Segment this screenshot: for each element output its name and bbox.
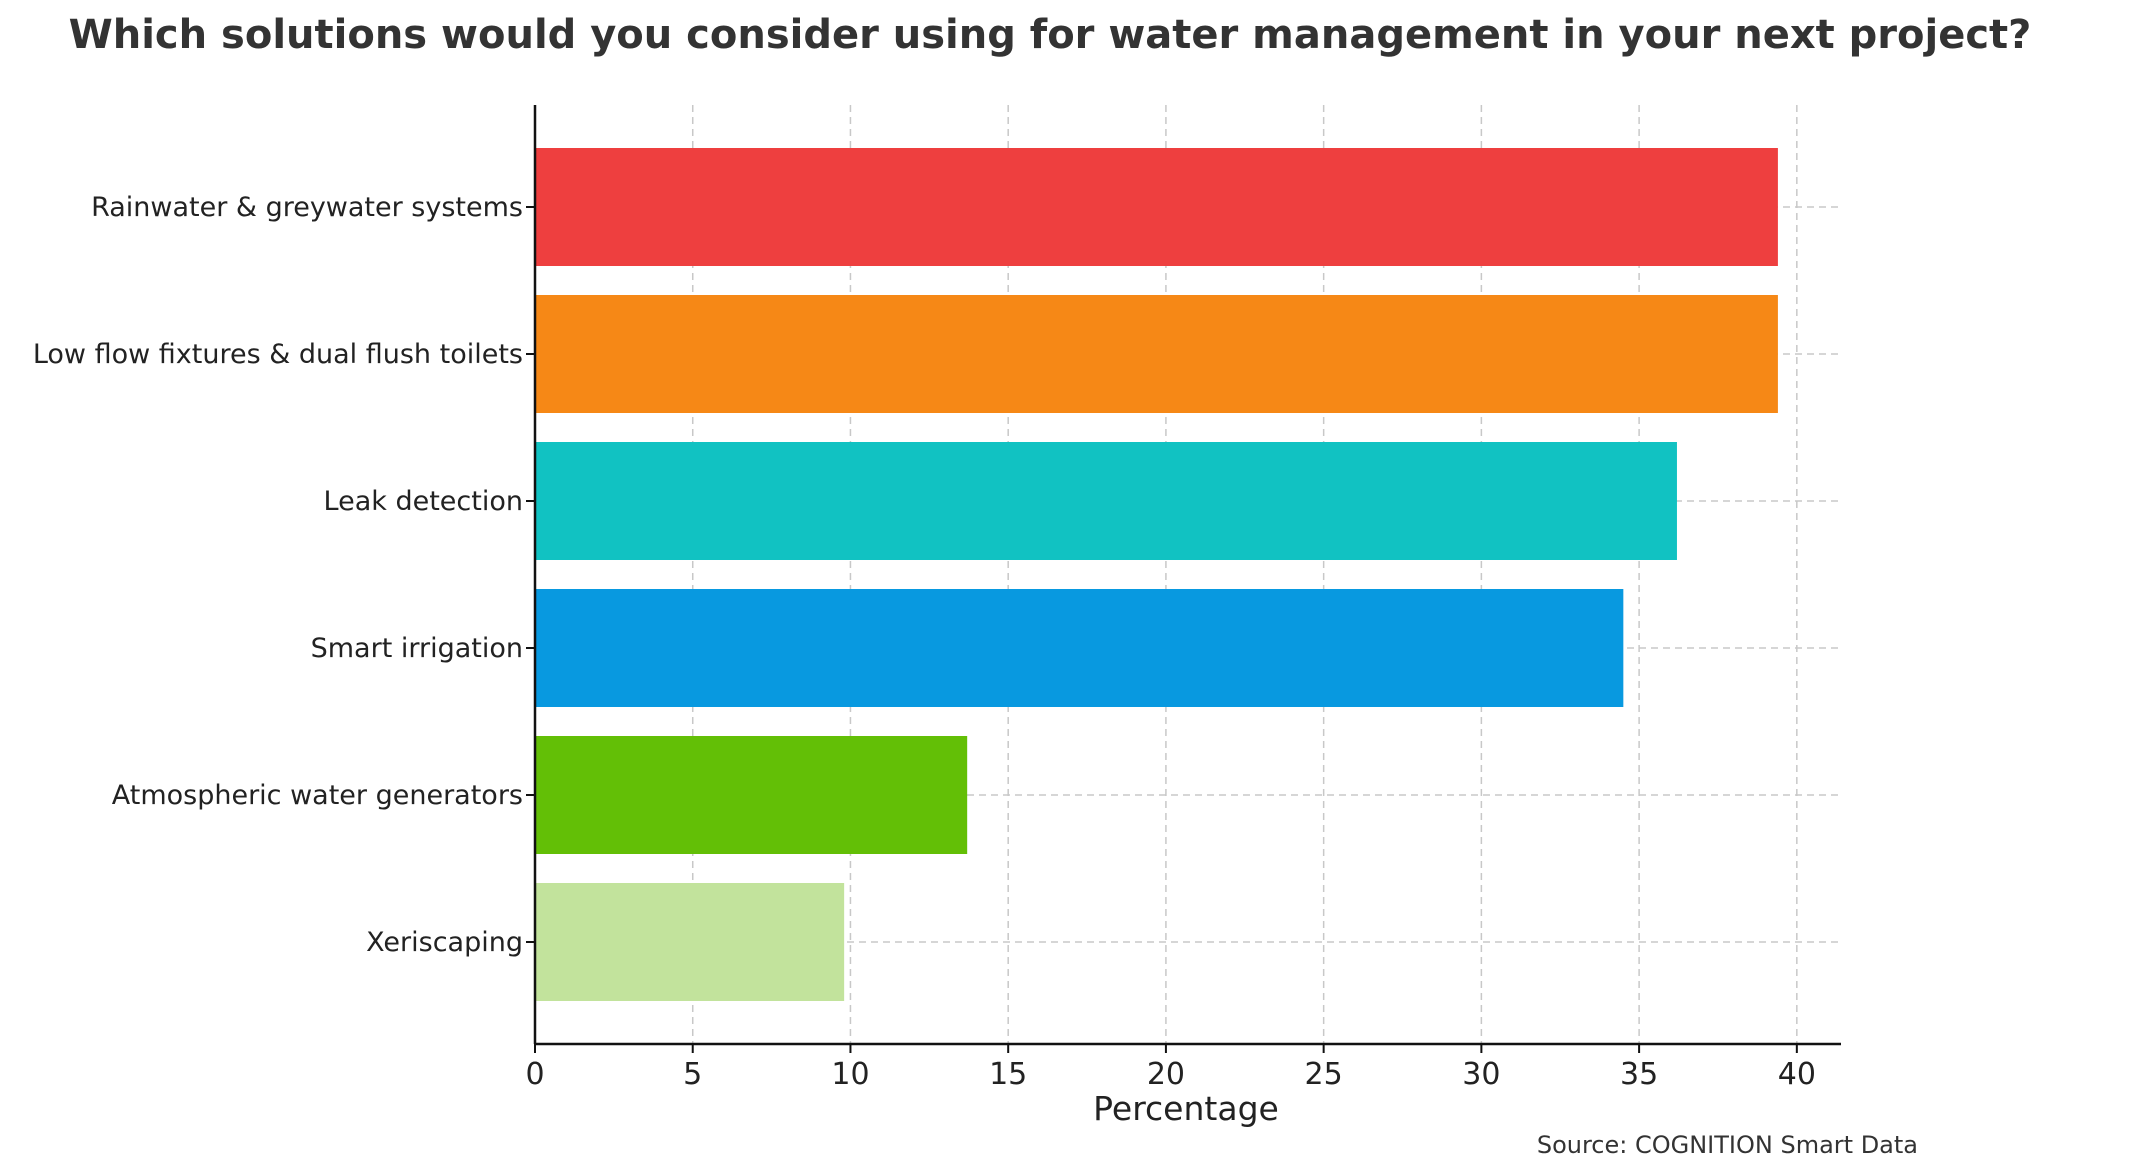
bar	[535, 148, 1778, 266]
x-tick-label: 25	[1305, 1057, 1343, 1092]
x-tick-layer: 0 5 10 15 20 25 30 35 40	[525, 1044, 1816, 1092]
x-tick-label: 0	[525, 1057, 544, 1092]
category-label: Atmospheric water generators	[112, 780, 523, 811]
y-label-layer: Rainwater & greywater systems Low flow fi…	[33, 192, 535, 958]
bar	[535, 883, 845, 1001]
bar	[535, 442, 1677, 560]
category-label: Rainwater & greywater systems	[91, 192, 523, 223]
bar-layer	[535, 148, 1778, 1001]
x-tick-label: 5	[683, 1057, 702, 1092]
x-tick-label: 35	[1620, 1057, 1658, 1092]
x-axis-title: Percentage	[1093, 1089, 1279, 1128]
category-label: Leak detection	[324, 486, 523, 517]
x-tick-label: 20	[1147, 1057, 1185, 1092]
bar	[535, 589, 1624, 707]
category-label: Smart irrigation	[311, 633, 523, 664]
source-note: Source: COGNITION Smart Data	[1537, 1131, 1918, 1159]
bar	[535, 295, 1778, 413]
x-tick-label: 10	[831, 1057, 869, 1092]
chart-title: Which solutions would you consider using…	[69, 12, 2032, 58]
category-label: Low flow fixtures & dual flush toilets	[33, 339, 523, 370]
x-tick-label: 40	[1778, 1057, 1816, 1092]
x-tick-label: 30	[1462, 1057, 1500, 1092]
category-label: Xeriscaping	[366, 927, 523, 958]
x-tick-label: 15	[989, 1057, 1027, 1092]
bar	[535, 736, 968, 854]
